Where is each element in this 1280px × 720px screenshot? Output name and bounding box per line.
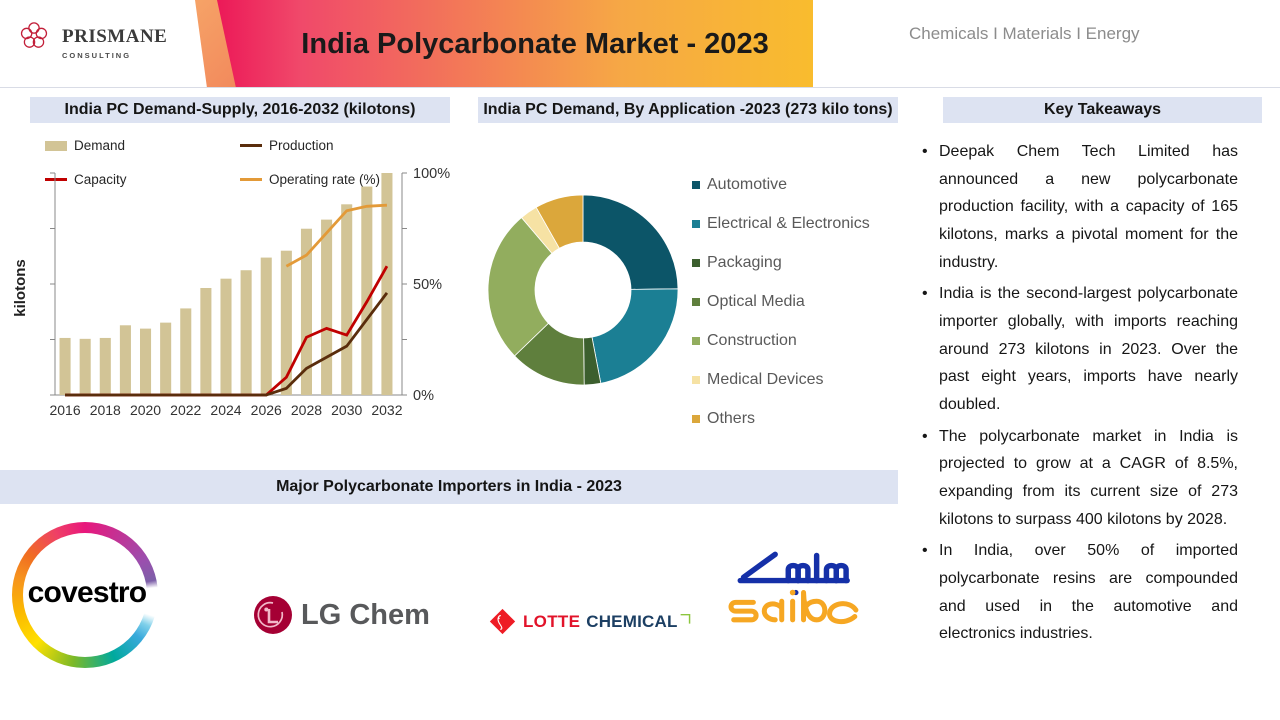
- svg-text:2024: 2024: [210, 402, 241, 418]
- svg-text:2022: 2022: [170, 402, 201, 418]
- svg-text:2018: 2018: [90, 402, 121, 418]
- svg-text:100%: 100%: [413, 166, 450, 182]
- svg-text:50%: 50%: [413, 277, 442, 293]
- svg-text:2026: 2026: [251, 402, 282, 418]
- svg-text:2016: 2016: [49, 402, 80, 418]
- svg-text:kilotons: kilotons: [12, 259, 29, 317]
- svg-text:0%: 0%: [413, 388, 434, 404]
- svg-text:2030: 2030: [331, 402, 362, 418]
- svg-text:2020: 2020: [130, 402, 161, 418]
- svg-text:2028: 2028: [291, 402, 322, 418]
- svg-text:2032: 2032: [371, 402, 402, 418]
